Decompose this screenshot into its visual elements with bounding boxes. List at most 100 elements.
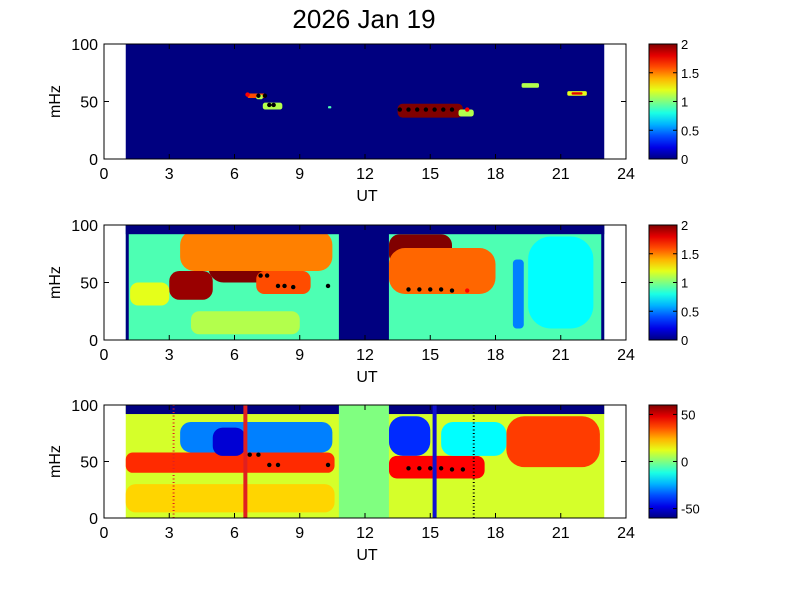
edge-right (601, 225, 605, 340)
heatmap-region-9 (528, 236, 594, 329)
x-tick-label: 9 (295, 166, 304, 183)
peak-marker-1 (247, 452, 252, 457)
peak-marker-7 (417, 466, 422, 471)
peak-marker-5 (325, 462, 331, 468)
peak-marker-10 (432, 107, 437, 112)
peak-marker-9 (438, 466, 444, 471)
colorbar: 0 0.5 1 1.5 2 (648, 37, 699, 167)
colorbar-gradient (648, 43, 678, 160)
y-tick-label: 100 (71, 218, 98, 235)
panel-1: 0 3 6 9 12 15 18 21 24 0 50 100 UT mHz 0 0.5 1 1.5 2 (47, 37, 699, 205)
peak-marker-13 (465, 107, 470, 112)
colorbar-tick-label: 0 (681, 152, 688, 167)
colorbar-tick-label: 1.5 (681, 247, 699, 262)
heatmap-region-7 (125, 484, 335, 513)
x-tick-label: 3 (165, 525, 174, 542)
heatmap-region-10 (571, 92, 583, 95)
peak-marker-7 (406, 287, 411, 292)
colorbar-tick-label: 1 (681, 276, 688, 291)
heatmap-region-5 (388, 455, 485, 479)
x-tick-label: 21 (552, 347, 570, 364)
x-tick-label: 15 (421, 166, 439, 183)
x-tick-label: 18 (487, 525, 505, 542)
y-axis-label: mHz (47, 85, 64, 118)
heatmap-base (125, 44, 605, 159)
heatmap-region-6 (388, 248, 496, 294)
y-axis-label: mHz (47, 445, 64, 478)
x-tick-label: 18 (487, 166, 505, 183)
heatmap-region-2 (180, 421, 333, 453)
heatmap-region-1 (125, 452, 335, 473)
y-tick-label: 100 (71, 398, 98, 415)
panel-3: 0 3 6 9 12 15 18 21 24 0 50 100 UT mHz 50 0 -50 (47, 398, 700, 564)
x-axis-label: UT (356, 188, 378, 205)
colorbar-tick-label: 0.5 (681, 123, 699, 138)
y-tick-label: 0 (89, 152, 98, 169)
x-tick-label: 9 (295, 525, 304, 542)
colorbar-tick-label: -50 (681, 502, 700, 517)
colorbar: 50 0 -50 (648, 404, 700, 519)
heatmap (125, 405, 605, 518)
peak-marker-3 (275, 283, 281, 289)
colorbar-tick-label: 1 (681, 95, 688, 110)
colorbar-tick-label: 2 (681, 37, 688, 52)
heatmap-region-8 (512, 259, 524, 329)
peak-marker-6 (397, 107, 402, 112)
x-tick-label: 24 (617, 347, 635, 364)
y-axis-label: mHz (47, 266, 64, 299)
x-tick-label: 24 (617, 525, 635, 542)
peak-marker-6 (406, 466, 411, 471)
heatmap-region-1 (169, 271, 213, 300)
x-tick-label: 15 (421, 347, 439, 364)
peak-marker-8 (428, 466, 433, 471)
peak-marker-10 (449, 467, 455, 472)
colorbar-tick-label: 2 (681, 218, 688, 233)
heatmap (125, 44, 605, 159)
peak-marker-11 (460, 467, 466, 472)
y-tick-label: 50 (80, 95, 98, 112)
x-tick-label: 24 (617, 166, 635, 183)
colorbar-gradient (648, 224, 678, 341)
x-tick-label: 12 (356, 166, 374, 183)
peak-marker-9 (423, 107, 429, 112)
colorbar: 0 0.5 1 1.5 2 (648, 218, 699, 348)
x-tick-label: 18 (487, 347, 505, 364)
heatmap-region-7 (328, 106, 332, 109)
y-tick-label: 0 (89, 511, 98, 528)
x-tick-label: 12 (356, 525, 374, 542)
heatmap-region-8 (521, 83, 539, 88)
x-tick-label: 6 (230, 525, 239, 542)
edge-left (125, 225, 129, 340)
x-tick-label: 21 (552, 525, 570, 542)
y-tick-label: 50 (80, 455, 98, 472)
colorbar-tick-label: 50 (681, 407, 695, 422)
x-axis-label: UT (356, 547, 378, 564)
heatmap-region-3 (458, 109, 474, 117)
heatmap-region-4 (388, 416, 431, 456)
peak-marker-6 (325, 283, 331, 289)
peak-marker-4 (267, 102, 272, 108)
peak-marker-2 (256, 452, 261, 457)
x-tick-label: 6 (230, 347, 239, 364)
colorbar-tick-label: 0 (681, 333, 688, 348)
heatmap-region-3 (180, 230, 333, 271)
x-tick-label: 3 (165, 166, 174, 183)
peak-marker-11 (449, 288, 455, 293)
peak-marker-3 (267, 462, 272, 468)
x-tick-label: 9 (295, 347, 304, 364)
peak-marker-8 (415, 107, 420, 112)
peak-marker-9 (428, 287, 433, 292)
heatmap-region-6 (506, 416, 600, 468)
x-axis-label: UT (356, 369, 378, 386)
x-tick-label: 3 (165, 347, 174, 364)
x-tick-label: 15 (421, 525, 439, 542)
x-tick-label: 0 (100, 347, 109, 364)
peak-marker-12 (449, 107, 455, 112)
peak-marker-11 (441, 107, 446, 112)
peak-marker-5 (291, 284, 296, 290)
colorbar-gradient (648, 404, 678, 519)
panel-2: 0 3 6 9 12 15 18 21 24 0 50 100 UT mHz 0 0.5 1 1.5 2 (47, 218, 699, 386)
peak-marker-4 (282, 283, 287, 289)
